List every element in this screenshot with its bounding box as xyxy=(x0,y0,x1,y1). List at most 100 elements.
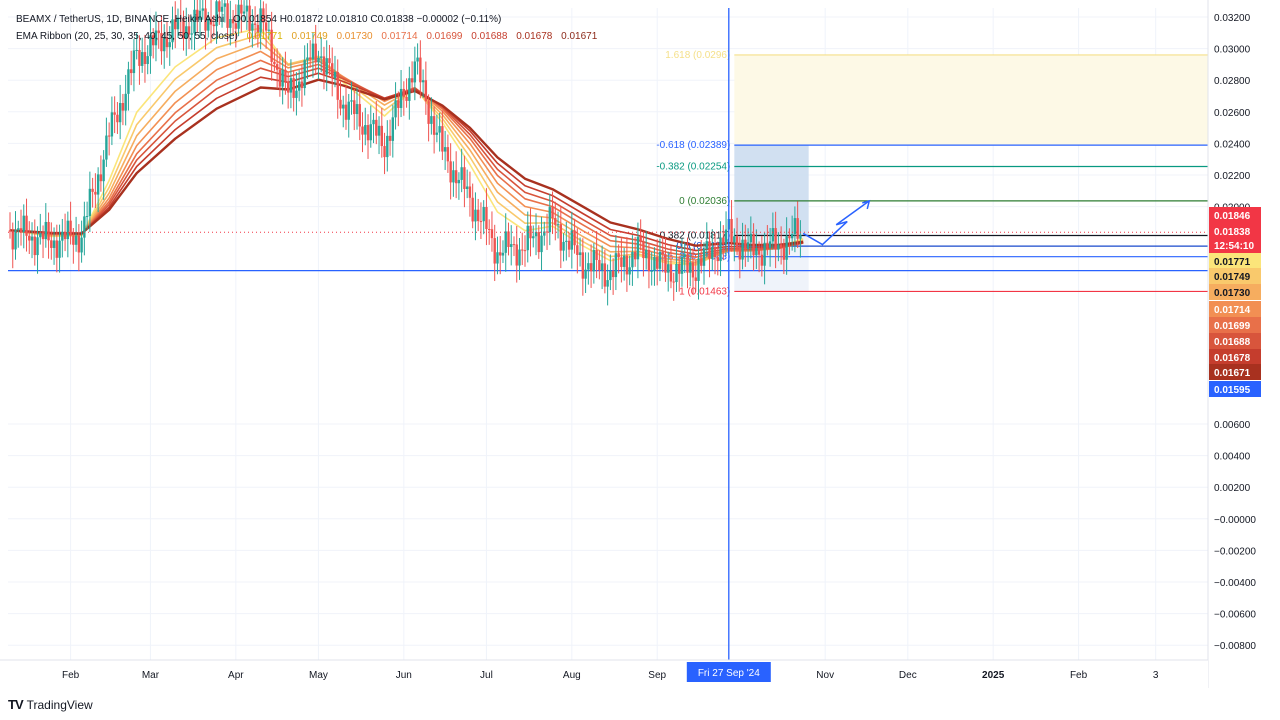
candle-body xyxy=(342,104,345,109)
fib-level-label: -0.618 (0.02389) xyxy=(656,140,730,151)
fib-level-label: 1 (0.01463) xyxy=(679,286,730,297)
candle-body xyxy=(176,17,180,30)
candle-body xyxy=(146,56,149,65)
candle-body xyxy=(55,240,59,258)
candle-body xyxy=(36,237,39,256)
price-tick-label: 0.02200 xyxy=(1214,171,1251,182)
candle-body xyxy=(565,240,568,242)
candle-body xyxy=(248,5,251,31)
fib-zone xyxy=(734,145,809,236)
candle-body xyxy=(452,170,455,183)
price-label-text: 0.01749 xyxy=(1214,272,1251,283)
candle-body xyxy=(231,18,235,24)
candle-body xyxy=(11,231,14,250)
candle-body xyxy=(482,207,485,222)
candle-body xyxy=(361,126,364,135)
candle-body xyxy=(14,230,17,250)
candle-body xyxy=(80,237,83,253)
candle-body xyxy=(650,270,653,272)
projection-arrow[interactable] xyxy=(802,200,870,246)
candle-body xyxy=(454,170,458,184)
candle-body xyxy=(96,174,100,195)
candle-body xyxy=(132,50,136,74)
candle-body xyxy=(408,78,411,101)
price-tick-label: −0.00200 xyxy=(1214,546,1256,557)
candle-body xyxy=(468,186,472,198)
candle-body xyxy=(678,263,681,274)
candle-body xyxy=(22,215,25,233)
candle-body xyxy=(353,100,356,115)
candle-body xyxy=(308,57,312,60)
price-tick-label: −0.00400 xyxy=(1214,578,1256,589)
candle-body xyxy=(124,93,127,111)
candle-body xyxy=(83,216,86,238)
candle-body xyxy=(240,4,243,14)
candle-body xyxy=(372,119,375,125)
candle-body xyxy=(113,112,116,115)
candle-body xyxy=(61,231,64,241)
candle-body xyxy=(174,19,177,30)
candle-body xyxy=(592,249,596,272)
candle-body xyxy=(518,249,521,266)
candle-body xyxy=(496,252,499,264)
candle-body xyxy=(369,124,372,141)
candle-body xyxy=(165,37,169,48)
symbol-pair[interactable]: BEAMX / TetherUS, 1D, BINANCE, Heikin As… xyxy=(16,14,225,25)
candle-body xyxy=(399,88,403,108)
candle-body xyxy=(584,269,587,279)
candle-body xyxy=(529,225,532,239)
tradingview-logo-icon: TV xyxy=(8,697,24,712)
crosshair-date-badge xyxy=(686,662,771,682)
candle-body xyxy=(358,104,361,127)
candle-body xyxy=(545,231,549,233)
price-label-text: 0.01714 xyxy=(1214,305,1251,316)
candle-body xyxy=(633,251,637,260)
price-label-text: 0.01846 xyxy=(1214,211,1251,222)
time-axis[interactable] xyxy=(0,660,1208,688)
candle-body xyxy=(138,49,141,66)
candle-body xyxy=(135,49,138,51)
candle-body xyxy=(325,58,328,75)
candle-body xyxy=(149,35,152,57)
price-tick-label: 0.02600 xyxy=(1214,108,1251,119)
candle-body xyxy=(499,252,502,256)
ema-title[interactable]: EMA Ribbon (20, 25, 30, 35, 40, 45, 50, … xyxy=(16,31,238,42)
candle-body xyxy=(209,18,213,25)
candle-body xyxy=(386,135,389,158)
fib-level-label: 0.382 (0.01817) xyxy=(660,231,731,242)
price-tick-label: 0.00400 xyxy=(1214,452,1251,463)
candle-body xyxy=(320,56,323,58)
candle-body xyxy=(99,174,103,182)
price-label-badge xyxy=(1209,317,1261,333)
price-tick-label: 0.02800 xyxy=(1214,76,1251,87)
candle-body xyxy=(91,188,94,192)
candle-body xyxy=(782,247,786,260)
time-tick-label: Nov xyxy=(816,670,834,681)
tradingview-branding: TV TradingView xyxy=(8,697,93,712)
candle-body xyxy=(471,197,474,222)
candle-body xyxy=(664,254,667,273)
candle-body xyxy=(237,4,240,29)
price-label-badge xyxy=(1209,207,1261,223)
ema-value: 0.01730 xyxy=(336,31,373,42)
candle-body xyxy=(427,101,430,124)
candle-body xyxy=(537,232,540,253)
ema-value: 0.01714 xyxy=(381,31,418,42)
candle-body xyxy=(465,186,469,190)
candle-body xyxy=(493,238,496,264)
candle-body xyxy=(680,256,684,274)
candle-body xyxy=(799,235,802,239)
candle-body xyxy=(534,232,538,237)
candle-body xyxy=(587,263,590,270)
time-tick-label: Feb xyxy=(62,670,80,681)
candle-body xyxy=(697,258,700,281)
price-tick-label: 0.03200 xyxy=(1214,13,1251,24)
crosshair-date-label: Fri 27 Sep '24 xyxy=(698,668,760,679)
time-tick-label: Jun xyxy=(396,670,412,681)
candle-body xyxy=(110,112,114,137)
price-label-badge xyxy=(1209,349,1261,365)
candle-body xyxy=(256,24,260,33)
candle-body xyxy=(421,80,425,83)
candle-body xyxy=(600,263,604,271)
